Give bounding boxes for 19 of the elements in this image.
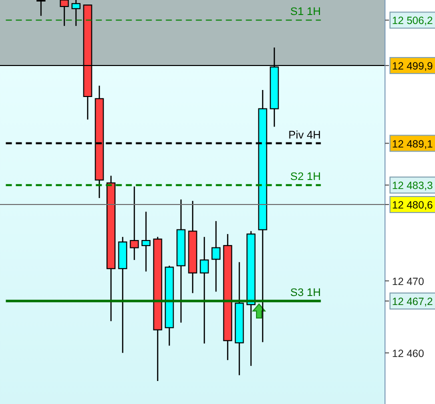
y-tick-label: 12 483,3 xyxy=(392,180,434,192)
ref-line-label: Piv 4H xyxy=(288,129,321,142)
ref-line-label: S1 1H xyxy=(290,6,321,18)
y-tick-label: 12 467,2 xyxy=(392,296,434,308)
candlestick xyxy=(212,220,220,292)
candlestick xyxy=(36,0,46,16)
ref-line-label: S2 1H xyxy=(290,171,321,184)
candlestick xyxy=(60,0,69,27)
y-tick-label: 12 480,6 xyxy=(392,200,434,212)
ref-line-label: S3 1H xyxy=(290,287,321,300)
y-tick-label: 12 489,1 xyxy=(392,138,434,150)
candlestick xyxy=(130,186,139,261)
y-tick-label: 12 499,9 xyxy=(392,60,434,73)
y-tick-label: 12 506,2 xyxy=(392,15,434,28)
candlestick xyxy=(72,0,80,27)
candlestick xyxy=(200,236,209,344)
y-tick-label: 12 470 xyxy=(392,276,424,288)
y-tick-label: 12 460 xyxy=(392,348,424,360)
candlestick xyxy=(142,211,150,272)
